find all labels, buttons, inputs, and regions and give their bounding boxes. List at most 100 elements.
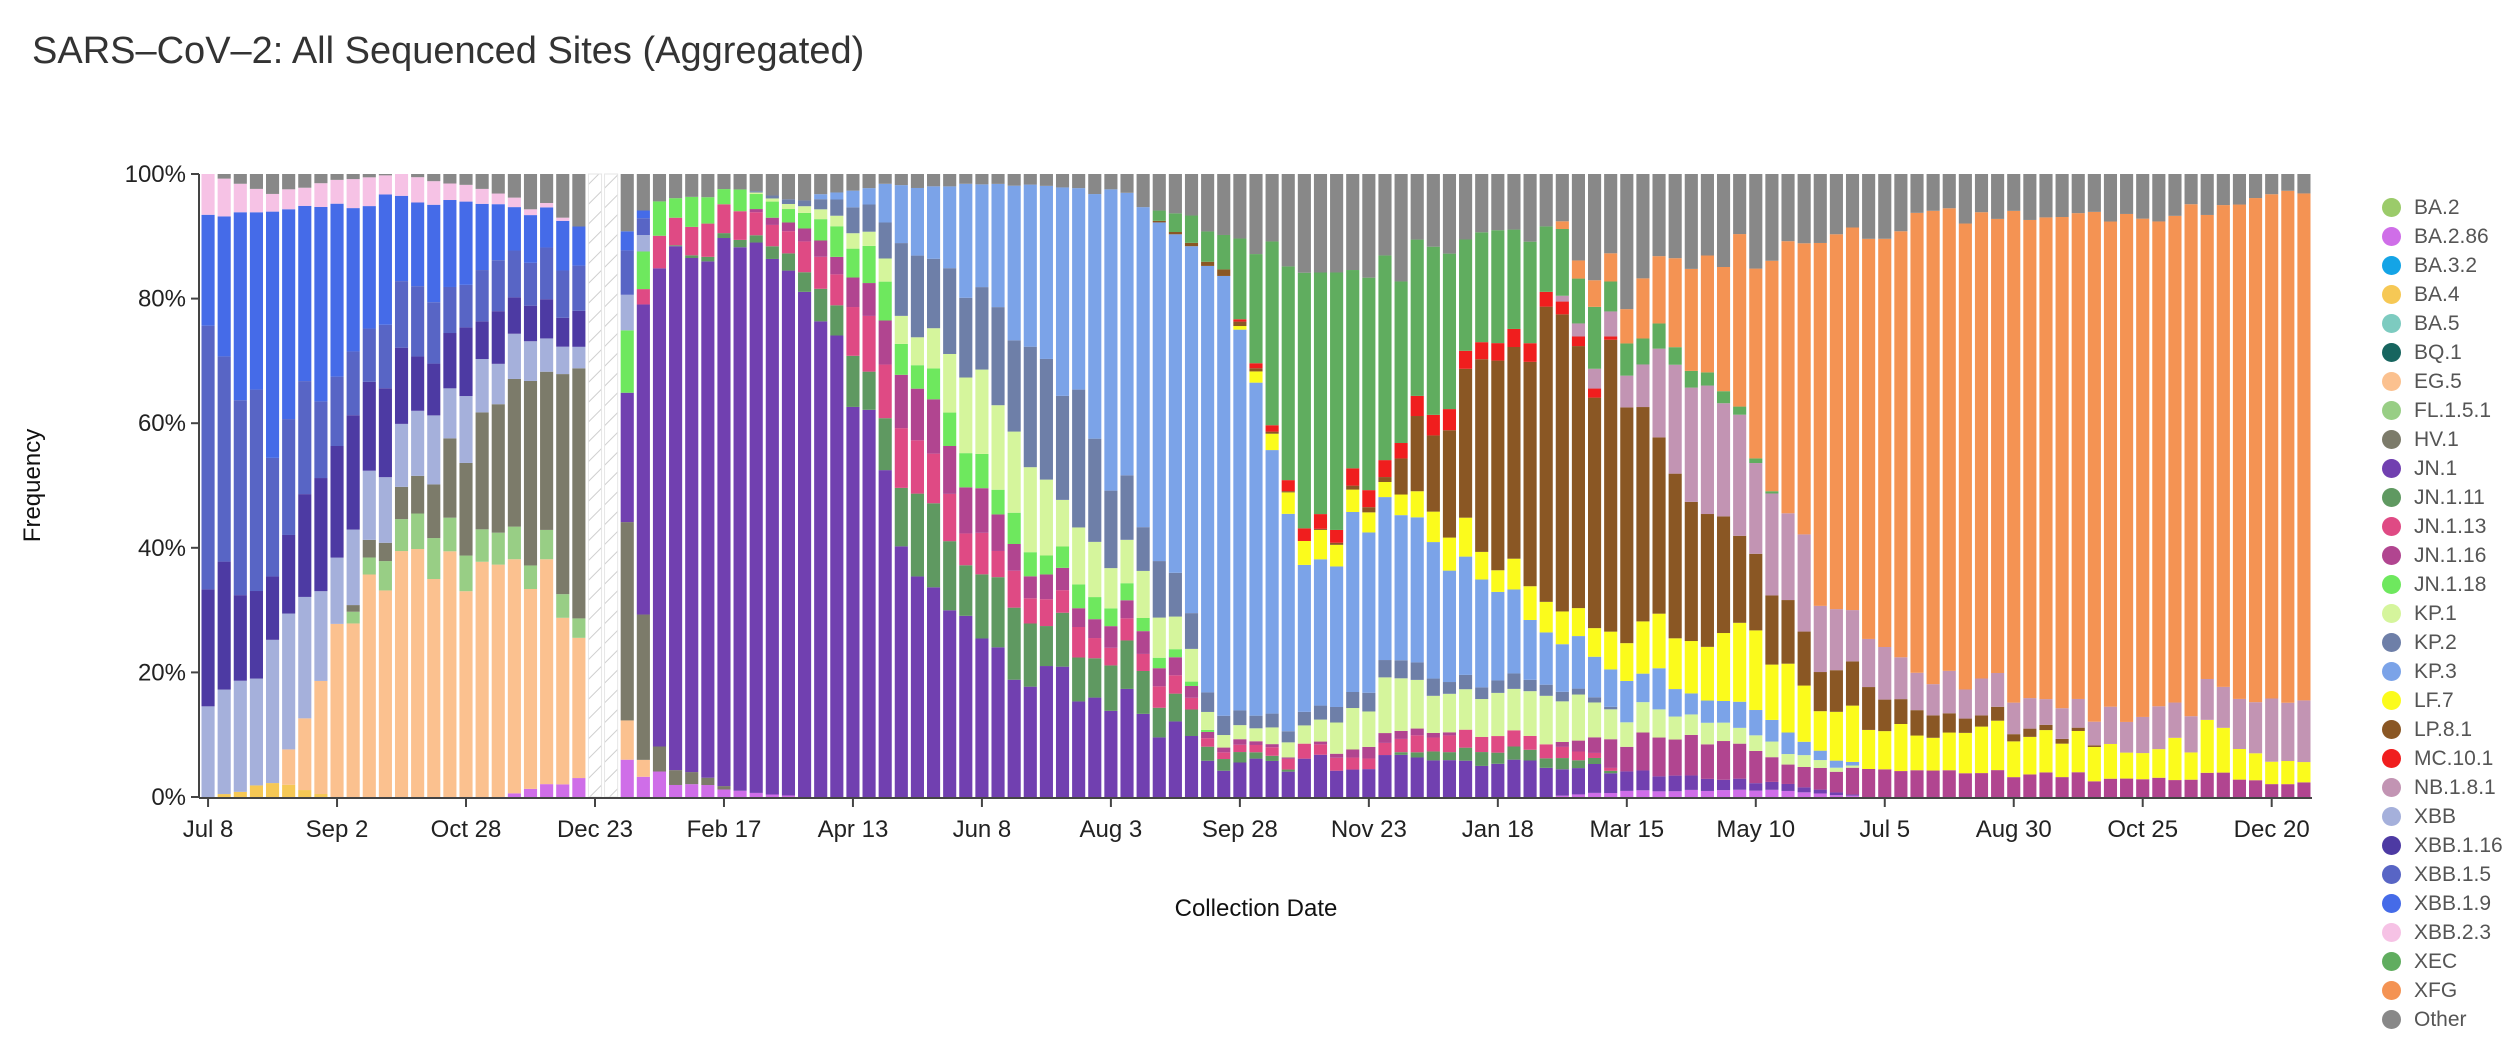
bar-segment-jn-1[interactable] (1716, 779, 1731, 791)
bar-segment-other[interactable] (2249, 174, 2263, 199)
bar-segment-kp-2[interactable] (1120, 475, 1134, 540)
bar-segment-xfg[interactable] (1878, 238, 1892, 647)
bar-segment-jn-1-16[interactable] (1394, 730, 1408, 739)
bar-segment-jn-1-16[interactable] (1426, 732, 1440, 738)
bar-segment-kp-3[interactable] (1265, 450, 1279, 714)
bar-segment-xec[interactable] (1297, 272, 1311, 529)
bar-segment-jn-1[interactable] (894, 546, 908, 797)
bar-segment-lp-8-1[interactable] (2007, 734, 2021, 742)
bar-segment-lp-8-1[interactable] (1765, 595, 1779, 665)
bar-segment-xec[interactable] (1426, 246, 1440, 415)
bar-segment-xbb[interactable] (475, 359, 489, 413)
bar-segment-lp-8-1[interactable] (1491, 360, 1505, 571)
bar-segment-lf-7[interactable] (1394, 494, 1408, 516)
bar-segment-kp-1[interactable] (1797, 755, 1811, 767)
bar-segment-xfg[interactable] (1910, 212, 1924, 673)
bar-segment-hv-1[interactable] (459, 462, 473, 556)
bar-segment-other[interactable] (298, 174, 312, 188)
bar-segment-jn-1-18[interactable] (1184, 681, 1199, 686)
legend-item[interactable]: NB.1.8.1 (2382, 773, 2503, 802)
bar-segment-jn-1-13[interactable] (910, 440, 924, 494)
bar-segment-jn-1-11[interactable] (749, 235, 763, 243)
bar-segment-jn-1-13[interactable] (927, 453, 941, 504)
bar-segment-other[interactable] (1862, 174, 1876, 239)
bar-segment-jn-1-11[interactable] (1523, 749, 1537, 761)
bar-segment-other[interactable] (1394, 174, 1408, 282)
bar-segment-other[interactable] (830, 174, 844, 193)
bar-segment-eg-5[interactable] (491, 564, 505, 797)
bar-segment-kp-1[interactable] (1523, 691, 1537, 736)
bar-segment-other[interactable] (959, 174, 973, 184)
bar-segment-ba-2-86[interactable] (620, 759, 634, 797)
bar-segment-lf-7[interactable] (1813, 711, 1827, 751)
bar-segment-other[interactable] (910, 174, 924, 188)
bar-segment-kp-1[interactable] (1749, 735, 1763, 751)
bar-segment-jn-1-16[interactable] (1781, 764, 1795, 784)
bar-segment-jn-1-13[interactable] (894, 428, 908, 488)
bar-segment-other[interactable] (2297, 174, 2311, 194)
bar-segment-xfg[interactable] (2281, 190, 2295, 703)
bar-segment-jn-1-13[interactable] (1362, 758, 1376, 770)
bar-segment-lp-8-1[interactable] (1410, 416, 1424, 492)
bar-segment-jn-1[interactable] (1378, 755, 1392, 797)
bar-segment-other[interactable] (1620, 174, 1634, 310)
bar-segment-jn-1-13[interactable] (1233, 744, 1247, 753)
bar-segment-hv-1[interactable] (523, 380, 538, 566)
bar-segment-xbb-1-5[interactable] (233, 400, 247, 596)
bar-segment-eg-5[interactable] (314, 680, 328, 795)
bar-segment-jn-1-16[interactable] (1926, 770, 1940, 797)
bar-segment-other[interactable] (685, 174, 699, 197)
bar-segment-xec[interactable] (1281, 266, 1295, 481)
bar-segment-xbb-1-16[interactable] (556, 317, 570, 347)
legend-item[interactable]: KP.3 (2382, 657, 2503, 686)
bar-segment-xbb-1-9[interactable] (507, 207, 521, 251)
bar-segment-jn-1-11[interactable] (1459, 747, 1473, 761)
bar-segment-lp-8-1[interactable] (1797, 631, 1811, 686)
bar-segment-jn-1[interactable] (1845, 794, 1860, 796)
bar-segment-other[interactable] (701, 174, 715, 198)
bar-segment-kp-2[interactable] (1604, 706, 1618, 710)
bar-segment-lp-8-1[interactable] (1201, 261, 1215, 266)
bar-segment-kp-2[interactable] (862, 204, 876, 232)
bar-segment-kp-3[interactable] (1797, 741, 1811, 756)
bar-segment-jn-1[interactable] (765, 258, 779, 795)
bar-segment-xfg[interactable] (2249, 198, 2263, 703)
bar-segment-lp-8-1[interactable] (1845, 661, 1860, 706)
bar-segment-xbb-1-5[interactable] (411, 286, 425, 357)
bar-segment-lp-8-1[interactable] (1442, 430, 1457, 538)
bar-segment-fl-1-5-1[interactable] (427, 538, 441, 580)
bar-segment-jn-1-16[interactable] (1604, 739, 1618, 768)
bar-segment-ba-4[interactable] (282, 784, 296, 797)
bar-segment-jn-1-13[interactable] (1459, 729, 1473, 748)
bar-segment-kp-2[interactable] (1507, 673, 1521, 689)
bar-segment-jn-1-13[interactable] (1426, 737, 1440, 752)
bar-segment-xfg[interactable] (1749, 268, 1763, 459)
bar-segment-kp-1[interactable] (1394, 678, 1408, 731)
bar-segment-jn-1-13[interactable] (798, 241, 812, 273)
bar-segment-kp-2[interactable] (878, 222, 892, 259)
bar-segment-xfg[interactable] (2136, 218, 2150, 717)
bar-segment-jn-1-16[interactable] (1168, 657, 1182, 676)
bar-segment-kp-3[interactable] (927, 186, 941, 259)
bar-segment-other[interactable] (1023, 174, 1037, 185)
bar-segment-kp-3[interactable] (1007, 185, 1021, 341)
bar-segment-jn-1[interactable] (1233, 762, 1247, 798)
bar-segment-other[interactable] (1668, 174, 1682, 259)
bar-segment-eg-5[interactable] (427, 579, 441, 797)
bar-segment-xbb-2-3[interactable] (475, 188, 489, 204)
bar-segment-jn-1-16[interactable] (1330, 753, 1344, 758)
bar-segment-jn-1-18[interactable] (781, 209, 796, 223)
bar-segment-xbb-1-16[interactable] (249, 591, 263, 679)
bar-segment-jn-1-16[interactable] (1991, 770, 2005, 797)
bar-segment-jn-1-11[interactable] (1539, 758, 1553, 768)
bar-segment-ba-2-86[interactable] (652, 771, 667, 797)
bar-segment-eg-5[interactable] (411, 549, 425, 797)
bar-segment-xbb-1-9[interactable] (378, 194, 392, 325)
bar-segment-kp-1[interactable] (1539, 695, 1553, 745)
bar-segment-kp-3[interactable] (1491, 591, 1505, 681)
bar-segment-xbb-1-5[interactable] (572, 265, 586, 311)
bar-segment-lf-7[interactable] (1845, 705, 1860, 762)
bar-segment-xbb-1-5[interactable] (330, 376, 344, 446)
bar-segment-xbb-1-16[interactable] (507, 297, 521, 334)
bar-segment-jn-1-16[interactable] (1555, 741, 1569, 747)
